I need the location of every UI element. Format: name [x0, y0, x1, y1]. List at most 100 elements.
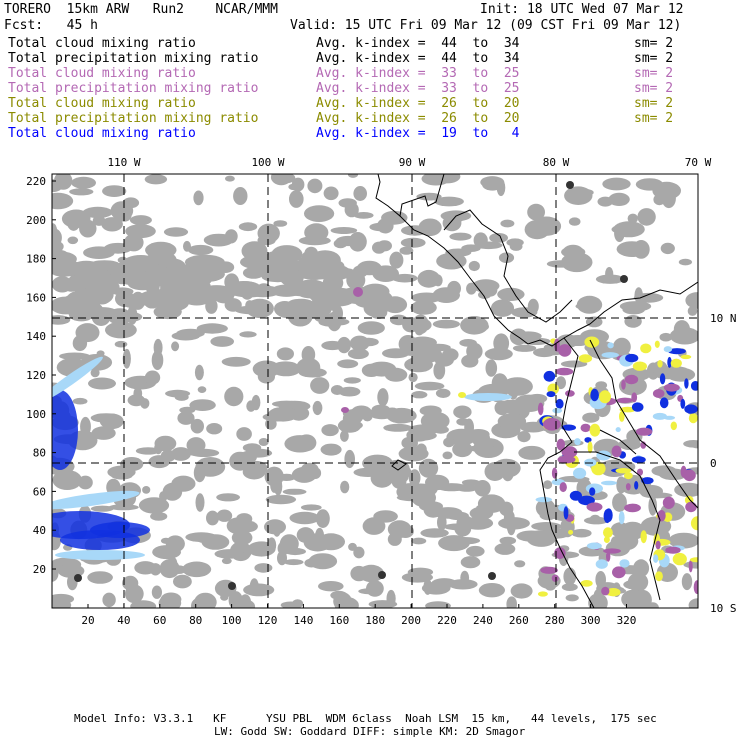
- cloud-patch: [506, 596, 517, 608]
- cloud-patch: [114, 340, 128, 348]
- precip-cell: [603, 548, 621, 554]
- cloud-patch: [461, 479, 481, 486]
- cloud-mixing-ratio-field: [52, 174, 698, 608]
- cloud-patch: [225, 175, 235, 182]
- cloud-patch: [632, 589, 652, 608]
- precip-cell: [607, 342, 614, 349]
- x-tick: 20: [81, 614, 94, 627]
- cloud-patch: [668, 532, 698, 549]
- cloud-patch: [635, 178, 664, 191]
- precip-cell: [558, 344, 572, 357]
- x-tick: 280: [545, 614, 565, 627]
- cloud-patch: [352, 265, 368, 278]
- precip-cell: [624, 374, 639, 385]
- cloud-patch: [347, 174, 359, 178]
- cloud-patch: [433, 361, 446, 380]
- cloud-patch: [90, 413, 122, 423]
- cloud-patch: [425, 480, 438, 495]
- y-tick: 60: [33, 485, 46, 498]
- cloud-patch: [518, 445, 546, 460]
- precip-cell: [561, 446, 578, 458]
- legend-field: Total cloud mixing ratio: [8, 66, 196, 81]
- precip-cell: [554, 547, 566, 559]
- cloud-patch: [343, 377, 361, 384]
- cloud-patch: [585, 316, 603, 328]
- cloud-patch: [52, 315, 71, 325]
- legend-sm: sm= 2: [634, 111, 674, 126]
- cloud-patch: [190, 418, 204, 434]
- light-blue-band: [52, 356, 103, 404]
- cloud-patch: [124, 233, 144, 252]
- cloud-patch: [159, 491, 168, 502]
- precip-cell: [586, 542, 602, 550]
- cloud-patch: [130, 600, 157, 608]
- model-title: TORERO 15km ARW Run2 NCAR/MMM: [4, 2, 278, 17]
- cloud-patch: [632, 240, 650, 259]
- cloud-patch: [614, 224, 625, 242]
- cloud-patch: [563, 567, 577, 586]
- precipitation-features: [52, 181, 698, 597]
- legend-field: Total cloud mixing ratio: [8, 96, 196, 111]
- precip-cell: [663, 383, 680, 392]
- precip-cell: [590, 388, 599, 402]
- cloud-patch: [467, 429, 490, 440]
- cloud-patch: [210, 336, 234, 347]
- cloud-patch: [194, 592, 217, 608]
- cloud-patch: [531, 216, 562, 236]
- cloud-patch: [154, 442, 163, 455]
- init-time: Init: 18 UTC Wed 07 Mar 12: [480, 2, 684, 17]
- cloud-patch: [88, 377, 116, 390]
- cloud-patch: [484, 462, 506, 481]
- cloud-patch: [434, 196, 464, 207]
- cloud-patch: [659, 332, 673, 342]
- cloud-patch: [67, 276, 92, 289]
- cloud-patch: [150, 512, 168, 521]
- cloud-patch: [105, 321, 137, 339]
- light-blue-band: [55, 550, 145, 560]
- cloud-patch: [238, 520, 258, 533]
- legend-sm: sm= 2: [634, 81, 674, 96]
- cloud-patch: [163, 227, 189, 237]
- x-tick: 320: [617, 614, 637, 627]
- y-tick: 120: [26, 369, 46, 382]
- y-tick: 160: [26, 291, 46, 304]
- cloud-patch: [87, 571, 113, 584]
- physics-info: LW: Godd SW: Goddard DIFF: simple KM: 2D…: [214, 725, 526, 738]
- cloud-patch: [366, 580, 384, 597]
- cloud-patch: [474, 241, 503, 250]
- cloud-patch: [510, 583, 533, 599]
- cloud-patch: [497, 413, 527, 430]
- cloud-patch: [221, 356, 251, 367]
- x-tick: 120: [258, 614, 278, 627]
- cloud-patch: [421, 581, 451, 595]
- country-border: [599, 429, 637, 455]
- cloud-patch: [460, 316, 489, 335]
- legend-field: Total cloud mixing ratio: [8, 36, 196, 51]
- cloud-patch: [183, 240, 191, 252]
- cloud-patch: [406, 428, 432, 442]
- cloud-patch: [206, 423, 223, 435]
- cloud-patch: [120, 457, 144, 472]
- cloud-patch: [577, 478, 592, 498]
- cloud-patch: [344, 202, 359, 218]
- cloud-patch: [52, 228, 62, 247]
- precip-cell: [596, 450, 611, 461]
- y-tick: 80: [33, 447, 46, 460]
- cloud-patch: [189, 399, 216, 411]
- cloud-patch: [376, 291, 393, 308]
- cloud-patch: [273, 220, 288, 227]
- intense-cell: [228, 582, 236, 590]
- coastline-mexico-gulf: [375, 174, 445, 217]
- cloud-patch: [72, 335, 88, 352]
- cloud-patch: [239, 594, 251, 608]
- cloud-patch: [330, 227, 358, 234]
- cloud-patch: [445, 248, 472, 257]
- cloud-patch: [576, 295, 603, 314]
- cloud-patch: [357, 321, 385, 335]
- precip-cell: [544, 418, 557, 431]
- cloud-patch: [257, 254, 282, 272]
- cloud-patch: [195, 457, 226, 477]
- cloud-patch: [292, 599, 304, 608]
- y-tick: 20: [33, 563, 46, 576]
